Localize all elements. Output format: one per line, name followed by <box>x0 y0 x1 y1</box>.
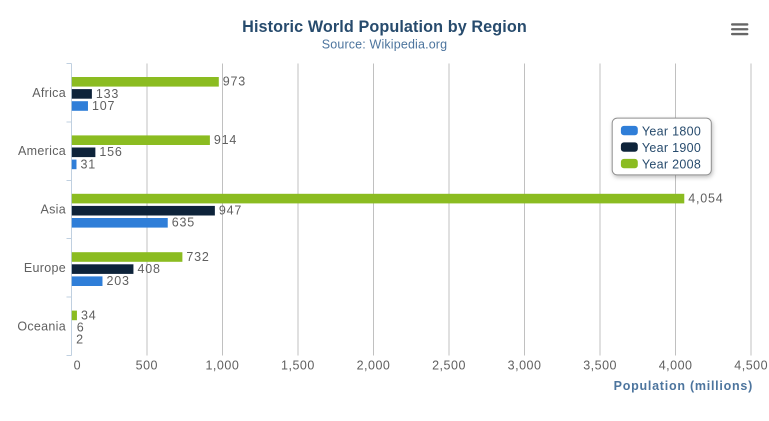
svg-text:Year 1900: Year 1900 <box>642 141 701 155</box>
svg-text:2,000: 2,000 <box>357 359 391 373</box>
svg-text:31: 31 <box>80 157 96 171</box>
svg-text:3,500: 3,500 <box>583 359 617 373</box>
svg-text:2: 2 <box>76 333 84 347</box>
svg-text:4,000: 4,000 <box>659 359 693 373</box>
svg-text:973: 973 <box>223 75 246 89</box>
svg-text:408: 408 <box>137 262 160 276</box>
svg-text:0: 0 <box>74 359 81 373</box>
svg-text:107: 107 <box>92 99 115 113</box>
svg-text:947: 947 <box>219 204 242 218</box>
svg-text:2,500: 2,500 <box>432 359 466 373</box>
svg-text:Africa: Africa <box>32 86 66 100</box>
svg-text:133: 133 <box>96 87 119 101</box>
svg-text:America: America <box>18 144 66 158</box>
svg-text:1,500: 1,500 <box>281 359 315 373</box>
svg-text:Year 1800: Year 1800 <box>642 124 701 138</box>
svg-text:1,000: 1,000 <box>205 359 239 373</box>
svg-text:203: 203 <box>106 274 129 288</box>
svg-text:914: 914 <box>214 133 237 147</box>
svg-text:732: 732 <box>186 250 209 264</box>
svg-text:Source: Wikipedia.org: Source: Wikipedia.org <box>322 38 447 52</box>
svg-text:Historic World Population by R: Historic World Population by Region <box>242 18 527 36</box>
svg-text:Asia: Asia <box>40 203 66 217</box>
svg-text:3,000: 3,000 <box>508 359 542 373</box>
svg-text:Year 2008: Year 2008 <box>642 157 701 171</box>
svg-text:Population (millions): Population (millions) <box>614 379 753 393</box>
svg-text:635: 635 <box>172 216 195 230</box>
svg-text:156: 156 <box>99 145 122 159</box>
svg-text:Europe: Europe <box>24 261 66 275</box>
svg-text:4,054: 4,054 <box>688 192 723 206</box>
svg-text:Oceania: Oceania <box>17 319 66 333</box>
svg-text:6: 6 <box>77 320 85 334</box>
svg-text:500: 500 <box>136 359 158 373</box>
svg-text:4,500: 4,500 <box>734 359 768 373</box>
svg-text:34: 34 <box>81 308 97 322</box>
